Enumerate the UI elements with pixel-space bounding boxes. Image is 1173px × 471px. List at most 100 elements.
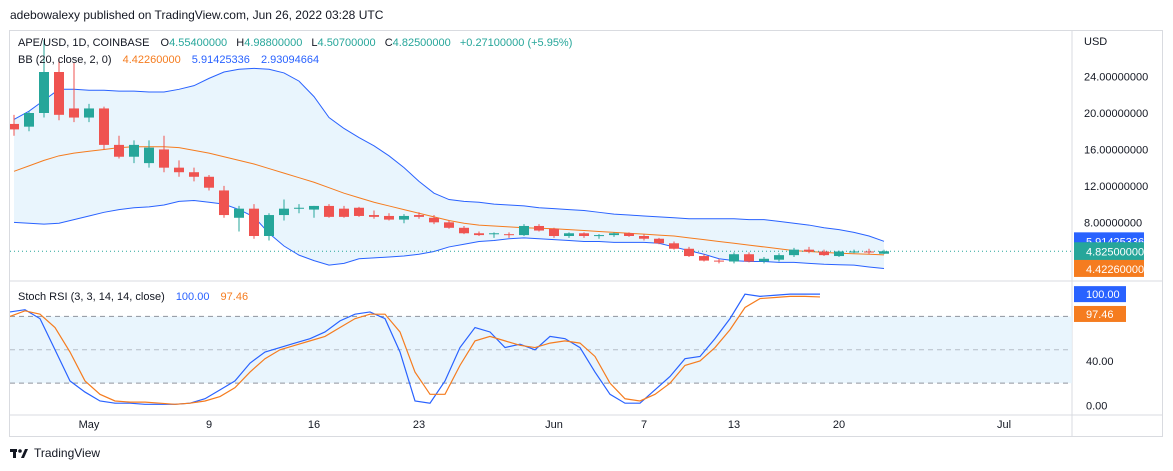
candle-body (414, 215, 424, 217)
candle (849, 249, 859, 254)
candle (804, 246, 814, 254)
time-tick-label: 23 (413, 419, 425, 431)
candle-body (24, 113, 34, 127)
candle (639, 234, 649, 241)
candle-body (819, 251, 829, 256)
candle-body (384, 215, 394, 220)
candle (234, 205, 244, 232)
candle-body (879, 251, 889, 254)
candle-body (114, 144, 124, 157)
candle-body (219, 190, 229, 216)
candle-body (669, 243, 679, 249)
stoch-d-line (10, 295, 821, 405)
candle (579, 232, 589, 238)
candle (144, 140, 154, 168)
candle (339, 205, 349, 218)
candle-body (399, 215, 409, 220)
change-value: +0.27100000 (+5.95%) (460, 37, 573, 49)
candle-body (39, 72, 49, 113)
candle-body (144, 147, 154, 164)
chart-frame: USD 24.00000000 20.00000000 16.00000000 12.0… (9, 30, 1163, 437)
stoch-k-tag: 100.00 (1086, 289, 1120, 301)
candle (759, 256, 769, 264)
candle (654, 237, 664, 245)
time-tick-label: 13 (728, 419, 740, 431)
candle (159, 135, 169, 173)
candle-body (564, 233, 574, 236)
symbol-label: APE/USD, 1D, COINBASE (18, 37, 149, 49)
stoch-label: Stoch RSI (3, 3, 14, 14, close) (18, 291, 165, 303)
stoch-d-value: 97.46 (221, 291, 249, 303)
candle-body (294, 207, 304, 209)
candle-body (234, 208, 244, 218)
price-tick-label: 12.00000000 (1084, 181, 1148, 193)
candle (399, 214, 409, 224)
svg-text:BB (20, close, 2, 0) 4: BB (20, close, 2, 0) 4.42260000 5.914253… (18, 54, 319, 66)
candle (204, 174, 214, 191)
low-label: L (311, 37, 317, 49)
candle-body (309, 205, 319, 210)
candle-body (189, 172, 199, 177)
candle-body (534, 225, 544, 231)
open-value: 4.55400000 (169, 37, 227, 49)
bb-basis-line (13, 146, 885, 256)
candle-body (489, 233, 499, 235)
candle (864, 248, 874, 255)
stoch-d-tag: 97.46 (1086, 309, 1114, 321)
candle (534, 224, 544, 232)
candle (114, 135, 124, 159)
candle-body (759, 258, 769, 262)
candle-body (654, 238, 664, 244)
candle (489, 232, 499, 238)
last-price-tag: 4.82500000 (1086, 246, 1144, 258)
candle (84, 103, 94, 123)
candle-body (624, 233, 634, 236)
candle (189, 167, 199, 182)
candle-body (519, 225, 529, 236)
candle (624, 232, 634, 237)
publisher-caption: adebowalexy published on TradingView.com… (10, 8, 384, 22)
stoch-band-fill (10, 316, 1072, 384)
candle (699, 254, 709, 262)
candle-body (204, 176, 214, 188)
candle-body (174, 167, 184, 173)
candle (10, 114, 19, 136)
candle (309, 205, 319, 218)
time-tick-label: Jul (997, 419, 1011, 431)
stoch-tick-label: 40.00 (1086, 356, 1114, 368)
high-value: 4.98800000 (244, 37, 302, 49)
time-tick-label: 9 (206, 419, 212, 431)
candle-body (864, 251, 874, 253)
candle (39, 40, 49, 118)
candle (744, 252, 754, 263)
bb-upper-value: 5.91425336 (192, 54, 250, 66)
candle (714, 258, 724, 264)
price-tick-label: 16.00000000 (1084, 144, 1148, 156)
stoch-k-tag-bg (1074, 286, 1126, 303)
candle-body (129, 144, 139, 157)
candle (369, 210, 379, 219)
candle (459, 225, 469, 235)
brand-name: TradingView (34, 446, 101, 460)
close-label: C (385, 37, 393, 49)
candle-body (744, 254, 754, 262)
candle (324, 204, 334, 218)
candle-body (594, 235, 604, 237)
candle (669, 241, 679, 250)
stoch-k-line (10, 293, 820, 405)
candle-body (249, 208, 259, 236)
svg-text:Stoch RSI (3, 3, 14, 14, close: Stoch RSI (3, 3, 14, 14, close) 100.00 9… (18, 291, 248, 303)
bb-basis-price-tag: 4.42260000 (1086, 264, 1144, 276)
price-axis-unit: USD (1084, 36, 1107, 48)
low-value: 4.50700000 (318, 37, 376, 49)
bb-upper-line (13, 67, 885, 242)
time-tick-label: 7 (641, 419, 647, 431)
chart-canvas[interactable]: USD 24.00000000 20.00000000 16.00000000 12.0… (10, 31, 1162, 436)
high-label: H (236, 37, 244, 49)
candle-body (159, 149, 169, 168)
candle (264, 213, 274, 241)
candle-body (354, 207, 364, 216)
candle-body (834, 251, 844, 257)
candle (594, 234, 604, 239)
candle-body (789, 249, 799, 256)
